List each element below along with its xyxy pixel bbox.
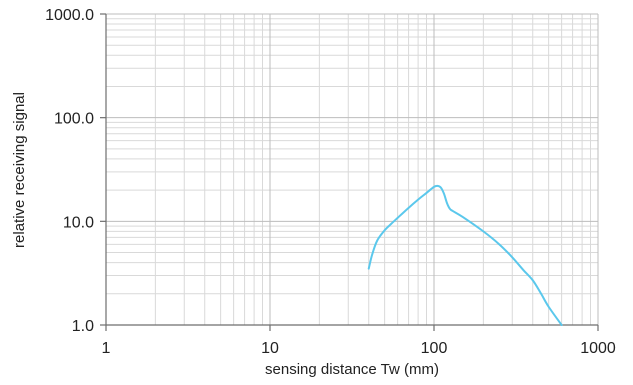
y-axis-label: relative receiving signal <box>11 92 28 248</box>
series-layer <box>367 184 563 326</box>
signal-curve <box>367 184 563 326</box>
y-tick-label: 10.0 <box>63 214 94 231</box>
y-tick-label: 100.0 <box>54 111 94 128</box>
y-tick-label: 1.0 <box>72 318 94 335</box>
axis-layer <box>100 13 599 331</box>
tick-layer: 1 10 100 1000 1.0 10.0 100.0 1000.0 <box>45 7 616 357</box>
x-tick-label: 1 <box>102 340 111 357</box>
x-tick-label: 100 <box>421 340 448 357</box>
y-tick-label: 1000.0 <box>45 7 94 24</box>
grid-layer <box>105 13 599 326</box>
x-axis-label: sensing distance Tw (mm) <box>265 361 439 378</box>
x-tick-label: 10 <box>261 340 279 357</box>
x-tick-label: 1000 <box>580 340 616 357</box>
